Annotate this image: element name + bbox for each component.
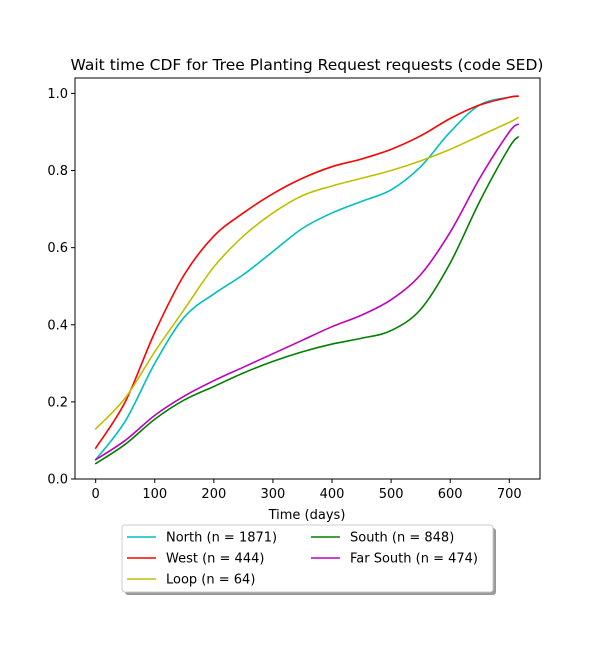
x-tick-label: 200 bbox=[201, 487, 226, 502]
legend-label-far-south: Far South (n = 474) bbox=[350, 552, 478, 567]
y-tick-label: 0.4 bbox=[47, 318, 68, 333]
x-tick-label: 100 bbox=[142, 487, 167, 502]
y-tick-label: 0.6 bbox=[47, 241, 68, 256]
legend-label-south: South (n = 848) bbox=[350, 531, 454, 546]
legend-items: North (n = 1871) West (n = 444) Loop (n = … bbox=[127, 531, 478, 588]
x-tick-label: 600 bbox=[438, 487, 463, 502]
chart-title: Wait time CDF for Tree Planting Request … bbox=[71, 56, 544, 74]
x-axis: 0 100 200 300 400 500 600 700 bbox=[92, 479, 522, 502]
series-line-far-south bbox=[94, 123, 519, 461]
y-tick-label: 0.2 bbox=[47, 395, 68, 410]
x-tick-label: 500 bbox=[379, 487, 404, 502]
series-line-north bbox=[94, 95, 519, 461]
series-line-south bbox=[94, 136, 519, 465]
legend: North (n = 1871) West (n = 444) Loop (n = … bbox=[121, 524, 496, 595]
x-tick-label: 700 bbox=[497, 487, 522, 502]
series-line-west bbox=[94, 95, 519, 449]
plot-frame bbox=[74, 77, 541, 480]
y-tick-label: 0.0 bbox=[47, 473, 68, 488]
x-tick-label: 0 bbox=[92, 487, 100, 502]
y-tick-label: 0.8 bbox=[47, 164, 68, 179]
x-tick-label: 300 bbox=[261, 487, 286, 502]
x-tick-label: 400 bbox=[320, 487, 345, 502]
legend-label-loop: Loop (n = 64) bbox=[166, 573, 255, 588]
legend-label-west: West (n = 444) bbox=[166, 552, 264, 567]
x-axis-label: Time (days) bbox=[268, 508, 346, 523]
series-line-loop bbox=[94, 116, 519, 430]
legend-label-north: North (n = 1871) bbox=[166, 531, 277, 546]
y-tick-label: 1.0 bbox=[47, 87, 68, 102]
legend-box bbox=[121, 524, 494, 593]
y-axis: 0.0 0.2 0.4 0.6 0.8 1.0 bbox=[47, 87, 75, 488]
series-layer bbox=[94, 95, 519, 465]
